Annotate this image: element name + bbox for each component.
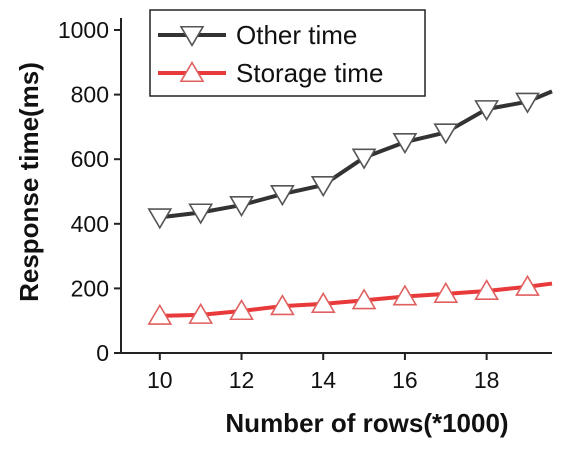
data-point — [515, 274, 540, 296]
legend-label: Other time — [236, 20, 357, 50]
data-point — [188, 203, 214, 225]
x-axis: 10 12 14 16 18 — [121, 352, 552, 393]
data-point — [474, 278, 500, 301]
data-point — [229, 196, 254, 218]
y-tick-label: 600 — [71, 146, 109, 172]
y-axis-title: Response time(ms) — [14, 62, 44, 302]
data-point — [351, 288, 377, 310]
data-point — [188, 302, 214, 324]
x-tick-label: 12 — [229, 367, 255, 393]
data-point — [433, 123, 459, 145]
data-point — [351, 148, 377, 170]
plot-area — [147, 89, 553, 325]
y-tick-label: 400 — [71, 211, 109, 237]
x-tick-label: 10 — [147, 367, 173, 393]
x-ticks: 10 12 14 16 18 — [147, 353, 499, 393]
x-axis-title: Number of rows(*1000) — [225, 408, 508, 438]
data-point — [147, 303, 173, 325]
x-tick-label: 16 — [392, 367, 418, 393]
data-point — [269, 185, 295, 207]
data-point — [474, 100, 500, 122]
x-tick-label: 14 — [310, 367, 336, 393]
data-point — [392, 133, 418, 155]
y-tick-label: 1000 — [58, 17, 109, 43]
y-tick-label: 200 — [71, 275, 109, 301]
legend-item: Storage time — [158, 58, 383, 88]
data-point — [310, 291, 336, 313]
series-1 — [147, 274, 553, 325]
y-tick-label: 800 — [71, 82, 109, 108]
legend-marker — [179, 25, 205, 48]
x-tick-label: 18 — [474, 367, 500, 393]
y-ticks: 0 200 400 600 800 1000 — [58, 17, 121, 366]
legend-item: Other time — [158, 20, 357, 50]
legend-marker — [179, 60, 205, 83]
data-point — [147, 208, 173, 230]
data-point — [229, 298, 254, 321]
data-point — [392, 284, 418, 306]
data-point — [269, 294, 295, 316]
y-tick-label: 0 — [96, 340, 109, 366]
data-point — [310, 175, 336, 198]
data-point — [515, 92, 540, 114]
series-0 — [147, 89, 553, 230]
legend: Other time Storage time — [149, 9, 426, 97]
legend-label: Storage time — [236, 58, 383, 88]
y-axis: 0 200 400 600 800 1000 — [58, 17, 122, 366]
data-point — [433, 281, 459, 303]
